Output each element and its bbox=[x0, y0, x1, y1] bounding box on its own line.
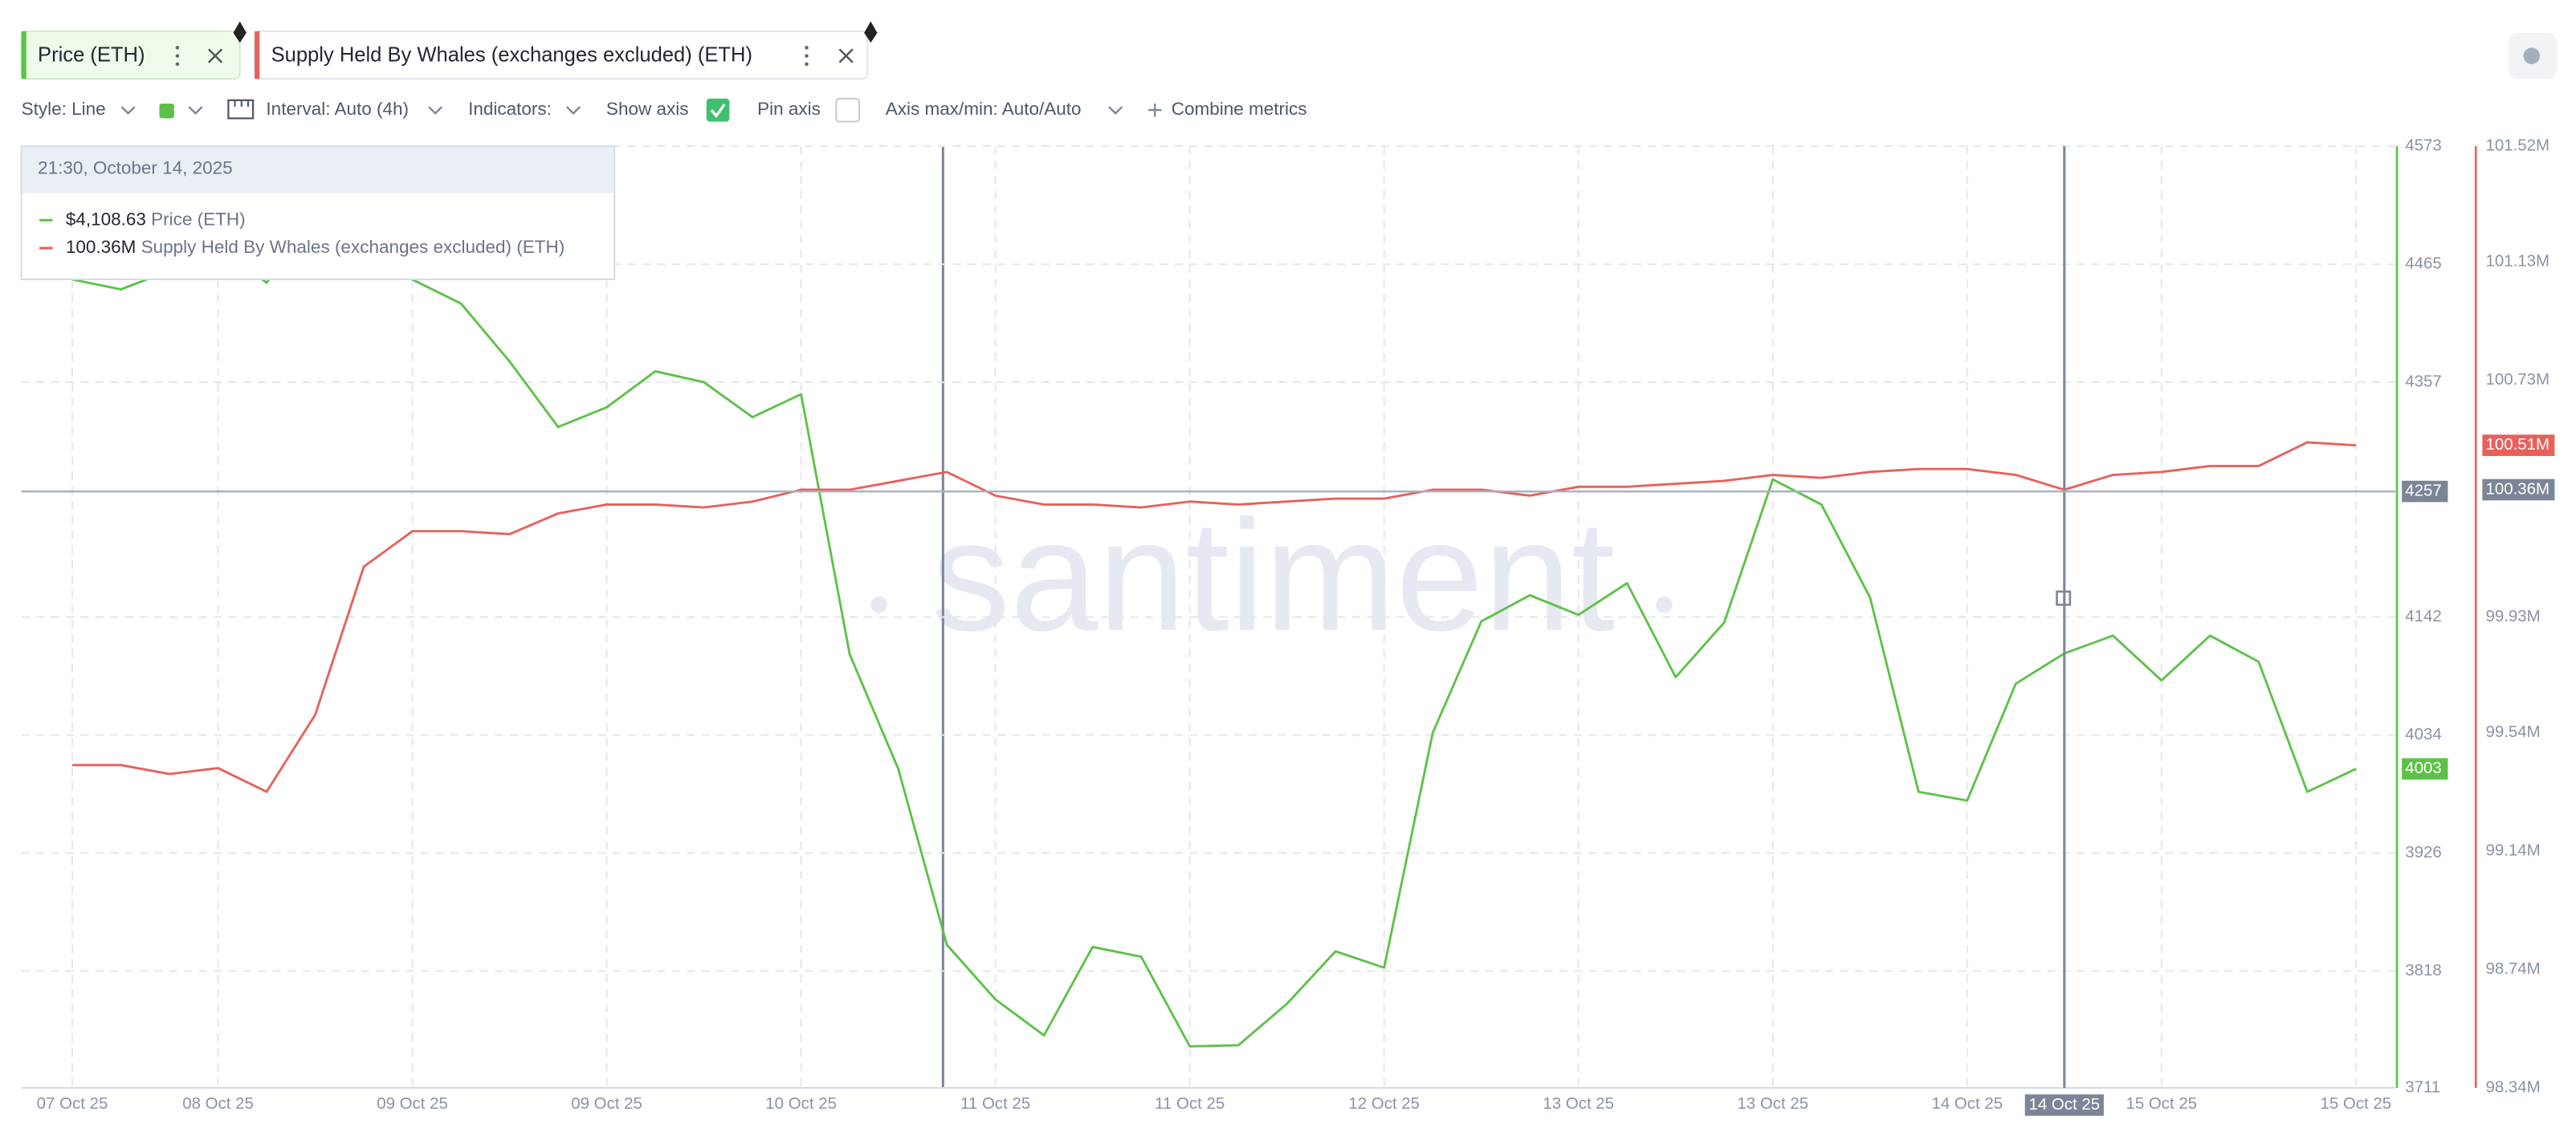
x-tick-label: 08 Oct 25 bbox=[182, 1094, 254, 1113]
axis-badge-label: 14 Oct 25 bbox=[2028, 1095, 2100, 1114]
tooltip-value: $4,108.63 bbox=[66, 209, 146, 229]
show-axis-checkbox[interactable] bbox=[706, 98, 730, 122]
axis-badge-label: 100.51M bbox=[2485, 435, 2550, 454]
x-tick-label: 15 Oct 25 bbox=[2126, 1094, 2197, 1113]
axis-badge bbox=[2402, 480, 2448, 503]
tab-label: Supply Held By Whales (exchanges exclude… bbox=[271, 43, 752, 66]
y-tick-label: 3818 bbox=[2405, 961, 2442, 979]
plot-area: santiment bbox=[21, 145, 2395, 1089]
tooltip: 21:30, October 14, 2025 $4,108.63 Price … bbox=[20, 145, 616, 280]
y2-tick-label: 99.93M bbox=[2485, 607, 2540, 625]
indicators-select[interactable]: Indicators: bbox=[468, 99, 552, 119]
pin-axis-label[interactable]: Pin axis bbox=[757, 99, 821, 119]
style-select[interactable]: Style: Line bbox=[22, 99, 106, 119]
combine-metrics[interactable]: Combine metrics bbox=[1172, 99, 1307, 119]
x-tick-label: 11 Oct 25 bbox=[960, 1094, 1030, 1113]
x-tick-label: 13 Oct 25 bbox=[1737, 1094, 1808, 1113]
y-tick-label: 3711 bbox=[2405, 1077, 2440, 1096]
eth-icon bbox=[864, 21, 878, 43]
y2-tick-label: 99.14M bbox=[2485, 841, 2540, 859]
x-tick-label: 09 Oct 25 bbox=[571, 1094, 642, 1113]
axis-badge-label: 4257 bbox=[2405, 482, 2442, 500]
x-tick-label: 11 Oct 25 bbox=[1155, 1094, 1225, 1113]
axis-badge bbox=[2402, 758, 2448, 780]
y-tick-label: 4465 bbox=[2405, 255, 2442, 273]
x-tick-label: 13 Oct 25 bbox=[1543, 1094, 1614, 1113]
watermark-dot bbox=[1656, 596, 1673, 613]
x-tick-label: 09 Oct 25 bbox=[377, 1094, 448, 1113]
x-tick-label: 10 Oct 25 bbox=[765, 1094, 837, 1113]
y2-tick-label: 99.54M bbox=[2485, 723, 2540, 741]
tooltip-row: $4,108.63 Price (ETH) bbox=[66, 209, 246, 229]
series-line bbox=[71, 195, 2357, 1048]
x-tick-label: 15 Oct 25 bbox=[2321, 1094, 2392, 1113]
tooltip-time: 21:30, October 14, 2025 bbox=[38, 158, 233, 178]
y2-tick-label: 101.13M bbox=[2485, 251, 2550, 270]
metric-tab[interactable]: Price (ETH) bbox=[20, 30, 241, 80]
interval-select[interactable]: Interval: Auto (4h) bbox=[266, 99, 409, 119]
y2-tick-label: 98.74M bbox=[2485, 959, 2540, 978]
toolbar: Style: Line Interval: Auto (4h) Indicato… bbox=[22, 97, 1307, 123]
axis-badge-label: 4003 bbox=[2405, 759, 2442, 777]
series-line bbox=[72, 441, 2356, 793]
metric-tab[interactable]: Supply Held By Whales (exchanges exclude… bbox=[254, 30, 869, 80]
axis-badge-label: 100.36M bbox=[2485, 479, 2550, 498]
y-tick-label: 4142 bbox=[2405, 607, 2442, 625]
eth-icon bbox=[233, 21, 247, 43]
y-tick-label: 4034 bbox=[2405, 725, 2442, 743]
settings-button[interactable] bbox=[2509, 32, 2557, 79]
axis-badge bbox=[2482, 434, 2555, 456]
axis-badge bbox=[2024, 1094, 2104, 1116]
y-tick-label: 4573 bbox=[2405, 136, 2442, 155]
axis-badge bbox=[2482, 479, 2555, 501]
color-picker[interactable] bbox=[159, 103, 174, 119]
tooltip-value: 100.36M bbox=[66, 237, 137, 257]
tooltip-name: Price (ETH) bbox=[151, 209, 245, 229]
tooltip-name: Supply Held By Whales (exchanges exclude… bbox=[141, 237, 565, 257]
y-tick-label: 4357 bbox=[2405, 372, 2442, 390]
y2-tick-label: 98.34M bbox=[2485, 1077, 2540, 1096]
pin-axis-checkbox[interactable] bbox=[835, 97, 861, 123]
y2-tick-label: 101.52M bbox=[2485, 136, 2550, 155]
watermark: santiment bbox=[931, 487, 1615, 664]
x-tick-label: 14 Oct 25 bbox=[1931, 1094, 2003, 1113]
y-tick-label: 3926 bbox=[2405, 843, 2442, 861]
watermark-dot bbox=[870, 596, 887, 613]
show-axis-label[interactable]: Show axis bbox=[606, 99, 689, 119]
axis-minmax-select[interactable]: Axis max/min: Auto/Auto bbox=[886, 99, 1082, 119]
x-tick-label: 12 Oct 25 bbox=[1348, 1094, 1420, 1113]
y2-tick-label: 100.73M bbox=[2485, 370, 2550, 389]
tooltip-row: 100.36M Supply Held By Whales (exchanges… bbox=[66, 237, 565, 257]
tab-label: Price (ETH) bbox=[38, 43, 145, 66]
x-tick-label: 07 Oct 25 bbox=[37, 1094, 108, 1113]
